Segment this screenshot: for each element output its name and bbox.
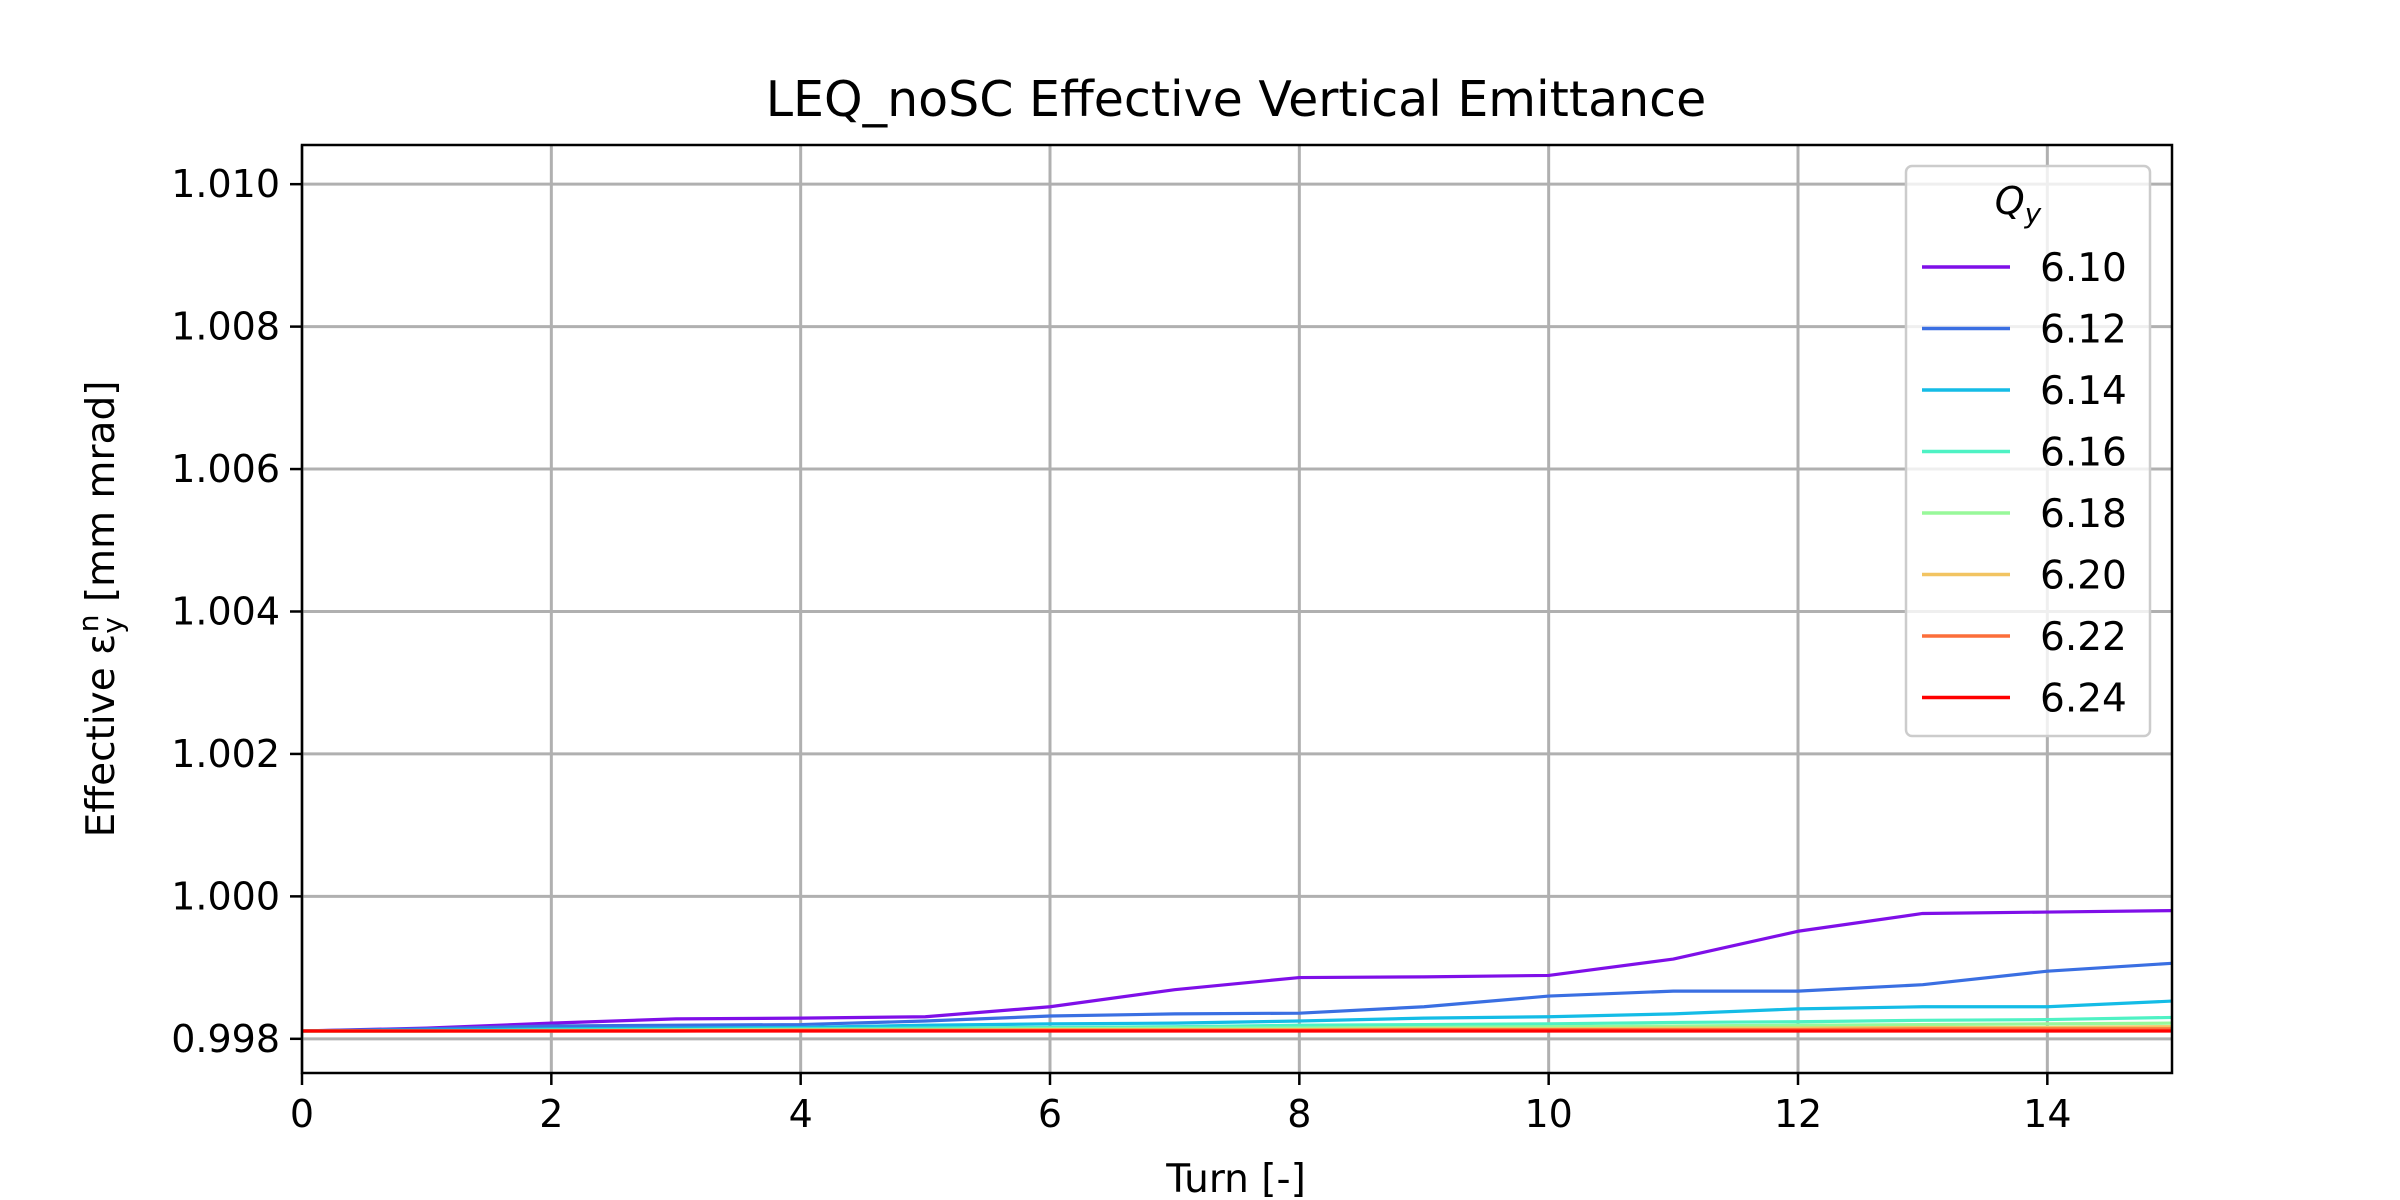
legend: Qy 6.10 6.12 6.14 6.16 6.18 6.20 6.22 6.24 [1904, 164, 2152, 738]
y-tick-label: 0.998 [171, 1017, 280, 1061]
y-axis-label-unit: [mm mrad] [79, 381, 124, 615]
legend-label: 6.16 [2040, 431, 2127, 476]
legend-label: 6.10 [2040, 246, 2127, 291]
legend-item: 6.24 [1922, 677, 2127, 722]
plot-frame [300, 143, 2174, 1075]
legend-label: 6.12 [2040, 308, 2127, 353]
x-tick-label: 10 [1524, 1092, 1572, 1136]
legend-label: 6.22 [2040, 615, 2127, 660]
legend-title-main: Q [1995, 179, 2025, 223]
legend-item: 6.14 [1922, 369, 2127, 414]
y-axis-label-subscript: y [96, 617, 129, 634]
y-tick-label: 1.006 [171, 447, 280, 491]
y-axis-label: Effective εyn [mm mrad] [72, 381, 129, 838]
y-tick-label: 1.008 [171, 305, 280, 349]
legend-item: 6.18 [1922, 492, 2127, 537]
x-tick-label: 2 [539, 1092, 563, 1136]
x-tick-label: 0 [290, 1092, 314, 1136]
legend-item: 6.10 [1922, 246, 2127, 291]
y-tick-label: 1.010 [171, 162, 280, 206]
y-axis-label-superscript: n [72, 614, 105, 632]
y-tick-label: 1.004 [171, 589, 280, 633]
x-tick-label: 6 [1038, 1092, 1062, 1136]
series-line-6-10 [301, 909, 2173, 1033]
legend-item: 6.12 [1922, 308, 2127, 353]
legend-label: 6.20 [2040, 554, 2127, 599]
x-axis-label: Turn [-] [1165, 1157, 1306, 1200]
y-tick-label: 1.000 [171, 874, 280, 918]
legend-label: 6.14 [2040, 369, 2127, 414]
legend-title-subscript: y [2024, 197, 2042, 230]
series-lines [301, 909, 2173, 1033]
legend-item: 6.16 [1922, 431, 2127, 476]
x-tick-label: 12 [1774, 1092, 1822, 1136]
legend-label: 6.24 [2040, 677, 2127, 722]
legend-box [1904, 164, 2152, 738]
chart-title: LEQ_noSC Effective Vertical Emittance [766, 71, 1707, 128]
x-tick-label: 14 [2023, 1092, 2071, 1136]
y-axis-label-main: Effective ε [79, 634, 124, 838]
legend-title: Qy [1995, 179, 2042, 230]
legend-item: 6.20 [1922, 554, 2127, 599]
x-tick-label: 8 [1287, 1092, 1311, 1136]
legend-label: 6.18 [2040, 492, 2127, 537]
y-tick-label: 1.002 [171, 732, 280, 776]
x-tick-label: 4 [789, 1092, 813, 1136]
series-line-6-12 [301, 961, 2173, 1033]
legend-item: 6.22 [1922, 615, 2127, 660]
axis-ticks: 0 2 4 6 8 10 12 14 0.998 1.000 1.002 1.004 1.006 1.00… [171, 162, 2071, 1136]
legend-items: 6.10 6.12 6.14 6.16 6.18 6.20 6.22 6.24 [1922, 246, 2127, 722]
